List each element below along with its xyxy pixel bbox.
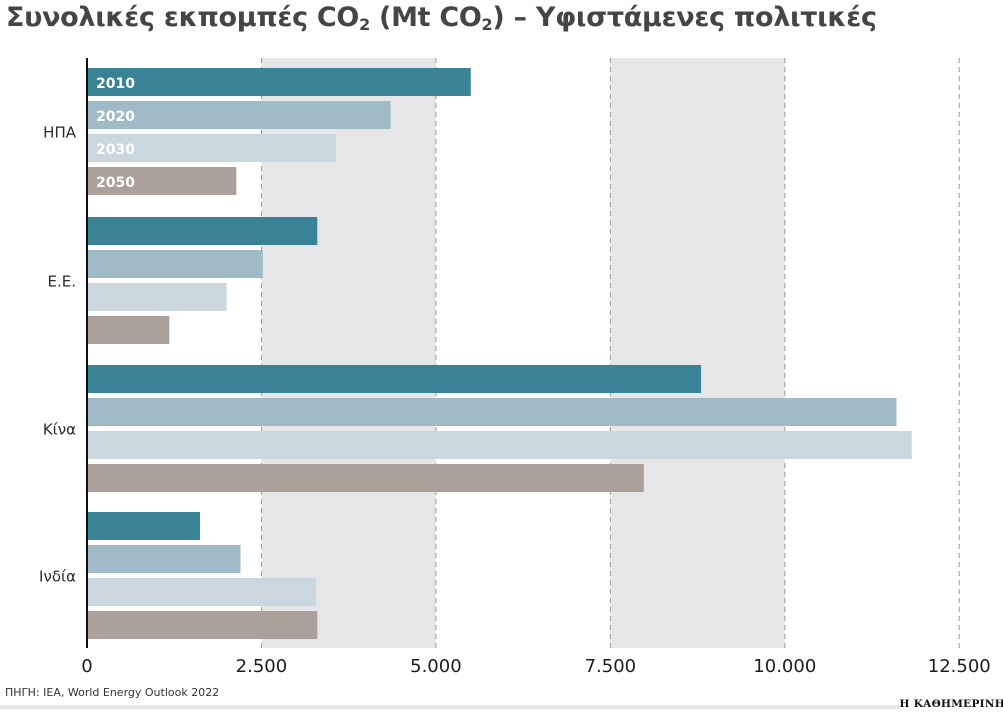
legend-label-2050: 2050 xyxy=(96,175,135,191)
x-tick-label-4: 7.500 xyxy=(585,656,637,677)
publisher-logo: Η ΚΑΘΗΜΕΡΙΝΗ xyxy=(899,698,1003,710)
category-label-2: Ε.Ε. xyxy=(48,273,77,291)
category-label-4: Ινδία xyxy=(39,568,76,586)
bar-3-2050 xyxy=(87,464,644,492)
footer-rule xyxy=(0,705,900,709)
shaded-band-2 xyxy=(610,58,785,648)
shaded-bands xyxy=(261,58,785,648)
bar-4-2010 xyxy=(87,512,201,540)
title-subscript-2: 2 xyxy=(481,15,493,34)
legend-label-2010: 2010 xyxy=(96,76,135,92)
x-tick-label-3: 5.000 xyxy=(410,656,462,677)
legend-label-2020: 2020 xyxy=(96,109,135,125)
bar-1-2010 xyxy=(87,68,471,96)
chart-title: Συνολικές εκπομπές CO2 (Mt CO2) – Υφιστά… xyxy=(6,2,877,34)
bars xyxy=(87,68,912,639)
bar-3-2030 xyxy=(87,431,912,459)
bar-4-2030 xyxy=(87,578,316,606)
title-part-2: (Mt CO xyxy=(369,2,482,33)
bar-3-2020 xyxy=(87,398,897,426)
x-tick-labels: 0 2.500 5.000 7.500 10.000 12.500 xyxy=(81,656,990,677)
bar-3-2010 xyxy=(87,365,702,393)
bar-1-2020 xyxy=(87,101,391,129)
bar-1-2030 xyxy=(87,134,337,162)
bar-4-2050 xyxy=(87,611,318,639)
bar-1-2050 xyxy=(87,167,237,195)
legend-label-2030: 2030 xyxy=(96,142,135,158)
bar-2-2020 xyxy=(87,250,263,278)
title-subscript-1: 2 xyxy=(359,15,370,34)
bar-2-2010 xyxy=(87,217,318,245)
bar-4-2020 xyxy=(87,545,241,573)
category-labels: ΗΠΑ Ε.Ε. Κίνα Ινδία xyxy=(39,124,77,586)
source-note: ΠΗΓΗ: IEA, World Energy Outlook 2022 xyxy=(5,686,220,699)
category-label-3: Κίνα xyxy=(43,421,76,439)
x-tick-label-1: 0 xyxy=(81,656,92,677)
x-tick-label-2: 2.500 xyxy=(236,656,288,677)
x-tick-label-6: 12.500 xyxy=(928,656,991,677)
legend: 2010 2020 2030 2050 xyxy=(96,76,135,191)
title-part-3: ) – Υφιστάμενες πολιτικές xyxy=(492,2,877,33)
title-part-1: Συνολικές εκπομπές CO xyxy=(6,2,360,33)
category-label-1: ΗΠΑ xyxy=(43,124,77,142)
bar-2-2050 xyxy=(87,316,170,344)
x-tick-label-5: 10.000 xyxy=(753,656,816,677)
bar-2-2030 xyxy=(87,283,227,311)
